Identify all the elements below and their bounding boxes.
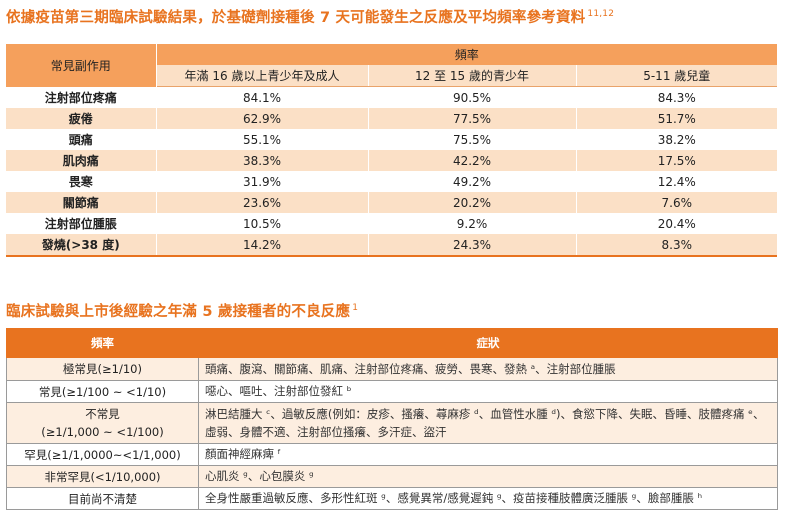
table-row: 肌肉痛 38.3% 42.2% 17.5% <box>6 150 777 171</box>
rate-child: 20.4% <box>576 213 777 234</box>
freq-cell: 常見(≥1/100 ~ <1/10) <box>6 380 199 403</box>
rate-adult: 84.1% <box>156 86 369 108</box>
freq-cell-line2: (≥1/1,000 ~ <1/100) <box>41 425 164 439</box>
side-effect-header: 常見副作用 <box>6 44 157 87</box>
rate-teen: 77.5% <box>368 108 577 129</box>
rate-adult: 14.2% <box>156 234 369 257</box>
side-effect-name: 注射部位疼痛 <box>6 86 157 108</box>
rate-adult: 31.9% <box>156 171 369 192</box>
rate-teen: 9.2% <box>368 213 577 234</box>
freq-cell: 目前尚不清楚 <box>6 487 199 510</box>
rate-child: 17.5% <box>576 150 777 171</box>
table-row: 非常罕見(<1/10,000) 心肌炎 ᵍ、心包膜炎 ᵍ <box>6 465 778 488</box>
symptom-cell: 噁心、嘔吐、注射部位發紅 ᵇ <box>198 380 778 403</box>
rate-teen: 24.3% <box>368 234 577 257</box>
rate-child: 84.3% <box>576 86 777 108</box>
heading-adverse: 臨床試驗與上市後經驗之年滿 5 歲接種者的不良反應 1 <box>6 300 358 321</box>
table-row: 發燒(>38 度) 14.2% 24.3% 8.3% <box>6 234 777 257</box>
table-row: 注射部位疼痛 84.1% 90.5% 84.3% <box>6 86 777 108</box>
table-row: 畏寒 31.9% 49.2% 12.4% <box>6 171 777 192</box>
rate-teen: 20.2% <box>368 192 577 213</box>
heading-reactions-ref: 11,12 <box>587 9 615 20</box>
side-effect-name: 關節痛 <box>6 192 157 213</box>
heading-reactions-text: 依據疫苗第三期臨床試驗結果，於基礎劑接種後 7 天可能發生之反應及平均頻率參考資… <box>6 10 586 26</box>
rate-teen: 42.2% <box>368 150 577 171</box>
rate-child: 7.6% <box>576 192 777 213</box>
rate-child: 8.3% <box>576 234 777 257</box>
table-row: 常見(≥1/100 ~ <1/10) 噁心、嘔吐、注射部位發紅 ᵇ <box>6 380 778 403</box>
freq-cell: 極常見(≥1/10) <box>6 357 199 381</box>
side-effect-name: 畏寒 <box>6 171 157 192</box>
side-effect-name: 疲倦 <box>6 108 157 129</box>
freq-cell: 非常罕見(<1/10,000) <box>6 465 199 488</box>
freq-cell: 不常見 (≥1/1,000 ~ <1/100) <box>6 402 199 444</box>
symptom-cell: 頭痛、腹瀉、關節痛、肌痛、注射部位疼痛、疲勞、畏寒、發熱 ᵃ、注射部位腫脹 <box>198 357 778 381</box>
table-row: 疲倦 62.9% 77.5% 51.7% <box>6 108 777 129</box>
rate-adult: 10.5% <box>156 213 369 234</box>
table-row: 頭痛 55.1% 75.5% 38.2% <box>6 129 777 150</box>
symptom-cell: 心肌炎 ᵍ、心包膜炎 ᵍ <box>198 465 778 488</box>
table-row: 目前尚不清楚 全身性嚴重過敏反應、多形性紅斑 ᵍ、感覺異常/感覺遲鈍 ᵍ、疫苗接… <box>6 487 778 510</box>
rate-adult: 38.3% <box>156 150 369 171</box>
heading-adverse-ref: 1 <box>352 303 359 314</box>
freq-cell: 罕見(≥1/1,0000~<1/1,000) <box>6 443 199 466</box>
side-effect-name: 頭痛 <box>6 129 157 150</box>
heading-reactions: 依據疫苗第三期臨床試驗結果，於基礎劑接種後 7 天可能發生之反應及平均頻率參考資… <box>6 6 614 27</box>
side-effect-name: 肌肉痛 <box>6 150 157 171</box>
symptom-header: 症狀 <box>198 328 778 358</box>
side-effect-name: 發燒(>38 度) <box>6 234 157 257</box>
col-adult-header: 年滿 16 歲以上青少年及成人 <box>156 65 369 87</box>
table-row: 極常見(≥1/10) 頭痛、腹瀉、關節痛、肌痛、注射部位疼痛、疲勞、畏寒、發熱 … <box>6 357 778 381</box>
heading-adverse-text: 臨床試驗與上市後經驗之年滿 5 歲接種者的不良反應 <box>6 304 351 320</box>
rate-adult: 62.9% <box>156 108 369 129</box>
frequency-group-header: 頻率 <box>156 44 777 65</box>
rate-teen: 49.2% <box>368 171 577 192</box>
rate-teen: 75.5% <box>368 129 577 150</box>
symptom-cell: 淋巴結腫大 ᶜ、過敏反應(例如：皮疹、搔癢、蕁麻疹 ᵈ、血管性水腫 ᵈ)、食慾下… <box>198 402 778 444</box>
adverse-reactions-table: 頻率 症狀 極常見(≥1/10) 頭痛、腹瀉、關節痛、肌痛、注射部位疼痛、疲勞、… <box>6 328 778 510</box>
col-teen-header: 12 至 15 歲的青少年 <box>368 65 577 87</box>
col-child-header: 5-11 歲兒童 <box>576 65 777 87</box>
rate-adult: 55.1% <box>156 129 369 150</box>
side-effect-name: 注射部位腫脹 <box>6 213 157 234</box>
rate-child: 38.2% <box>576 129 777 150</box>
table-row: 關節痛 23.6% 20.2% 7.6% <box>6 192 777 213</box>
symptom-cell: 全身性嚴重過敏反應、多形性紅斑 ᵍ、感覺異常/感覺遲鈍 ᵍ、疫苗接種肢體廣泛腫脹… <box>198 487 778 510</box>
rate-teen: 90.5% <box>368 86 577 108</box>
rate-child: 51.7% <box>576 108 777 129</box>
reactions-table: 常見副作用 頻率 年滿 16 歲以上青少年及成人 12 至 15 歲的青少年 5… <box>6 44 777 257</box>
rate-adult: 23.6% <box>156 192 369 213</box>
freq-header: 頻率 <box>6 328 199 358</box>
table-row: 罕見(≥1/1,0000~<1/1,000) 顏面神經麻痺 ᶠ <box>6 443 778 466</box>
table-row: 注射部位腫脹 10.5% 9.2% 20.4% <box>6 213 777 234</box>
rate-child: 12.4% <box>576 171 777 192</box>
table-row: 不常見 (≥1/1,000 ~ <1/100) 淋巴結腫大 ᶜ、過敏反應(例如：… <box>6 402 778 444</box>
freq-cell-line1: 不常見 <box>85 407 120 421</box>
symptom-cell: 顏面神經麻痺 ᶠ <box>198 443 778 466</box>
